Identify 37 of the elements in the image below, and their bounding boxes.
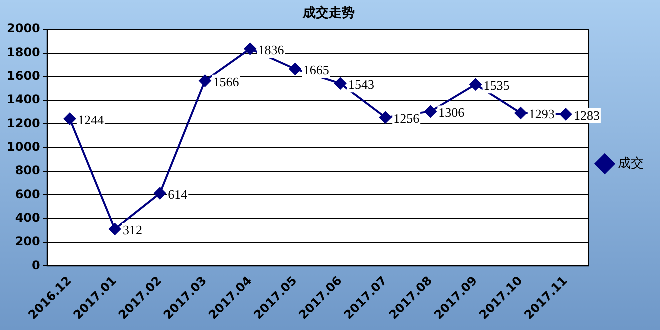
data-label: 1665 — [303, 62, 330, 78]
y-tick-label: 1800 — [6, 45, 40, 60]
point — [334, 78, 346, 90]
data-label: 1535 — [484, 78, 510, 94]
y-tick-label: 200 — [15, 234, 40, 249]
data-label: 1293 — [528, 106, 555, 122]
point — [64, 113, 76, 126]
y-tick-label: 600 — [15, 187, 40, 202]
y-tick-label: 400 — [15, 210, 40, 225]
point — [154, 188, 166, 200]
chart-title: 成交走势 — [302, 5, 355, 22]
y-tick-label: 1200 — [6, 116, 40, 130]
data-label: 1566 — [213, 74, 240, 90]
data-label: 1306 — [438, 105, 466, 120]
point — [199, 74, 212, 87]
point — [514, 107, 527, 120]
data-label: 1244 — [78, 112, 104, 128]
data-label: 312 — [123, 222, 143, 238]
point — [289, 63, 302, 76]
y-tick-label: 0 — [32, 258, 40, 272]
data-label: 1543 — [348, 77, 374, 92]
y-tick-label: 1000 — [6, 140, 40, 154]
point — [470, 78, 482, 91]
y-tick-label: 1400 — [6, 92, 40, 107]
y-tick-label: 800 — [15, 164, 40, 178]
y-tick-label: 1600 — [6, 69, 40, 84]
point — [380, 112, 392, 124]
data-label: 1283 — [574, 108, 600, 123]
point — [244, 43, 256, 55]
data-label: 1836 — [258, 42, 285, 58]
legend-label: 成交 — [618, 155, 644, 172]
point — [109, 223, 122, 236]
point — [424, 106, 437, 118]
y-tick-label: 2000 — [6, 22, 40, 36]
point — [560, 108, 572, 120]
data-label: 614 — [168, 186, 188, 202]
data-label: 1256 — [394, 111, 420, 126]
